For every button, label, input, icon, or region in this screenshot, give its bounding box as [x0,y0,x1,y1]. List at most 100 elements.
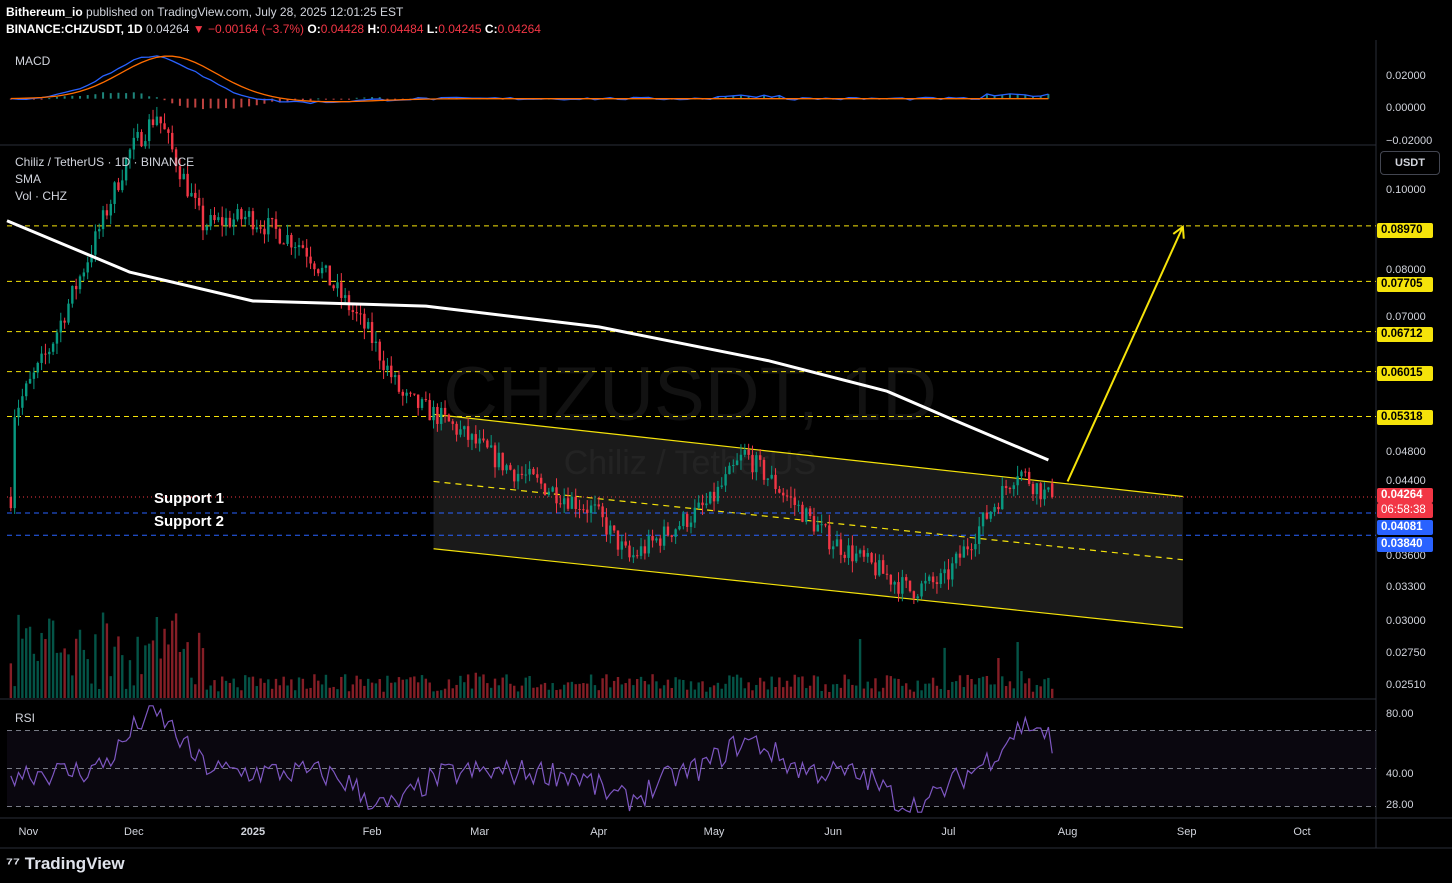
volume-bar [820,690,823,698]
candle-body [755,455,758,473]
candle-body [616,530,620,550]
volume-bar [101,612,105,698]
time-tick-label: May [704,826,725,838]
volume-bar [351,684,355,698]
macd-histogram-bar [194,98,197,108]
candle-body [570,496,574,509]
volume-bar [405,679,408,698]
volume-bar [386,675,389,698]
candle-body [516,473,520,482]
volume-bar [643,681,647,698]
volume-bar [144,645,147,698]
candle-body [659,538,662,546]
candle-body [144,141,147,147]
level-tag-r4[interactable]: 0.06015 [1377,366,1433,381]
level-tag-r1[interactable]: 0.08970 [1377,223,1433,238]
volume-bar [628,678,631,698]
tradingview-logo[interactable]: ⁷⁷ TradingView [6,854,125,874]
macd-histogram-bar [755,97,758,99]
macd-histogram-bar [324,98,327,100]
candle-body [294,247,297,249]
close-value: 0.04264 [497,22,541,36]
volume-bar [954,681,958,698]
level-tag-s2[interactable]: 0.03840 [1377,537,1433,552]
macd-histogram-bar [348,98,350,100]
sma-legend[interactable]: SMA [15,172,42,186]
candle-body [197,197,201,206]
time-tick-label: Jul [941,826,955,838]
volume-bar [167,644,170,698]
volume-bar [224,680,228,698]
volume-bars [9,612,1054,698]
candle-body [459,429,462,435]
macd-histogram-bar [309,98,312,101]
rsi-legend[interactable]: RSI [15,711,36,725]
volume-bar [1043,679,1046,698]
publisher-name[interactable]: Bithereum_io [6,5,83,19]
candle-body [343,295,347,298]
candle-body [290,235,293,248]
candle-body [305,247,308,257]
descending-channel[interactable] [433,413,1183,629]
candle-body [954,553,958,564]
projection-arrow[interactable] [1066,224,1185,482]
candle-body [647,535,650,554]
volume-bar [532,687,535,698]
candle-body [974,544,977,550]
brand-name: TradingView [24,854,125,873]
candle-body [912,591,916,599]
volume-bar [935,685,939,698]
volume-bar [539,684,543,698]
candle-body [121,180,124,191]
candle-body [805,508,808,522]
volume-bar [25,628,28,698]
candle-body [728,465,731,475]
support-2-label: Support 2 [154,513,224,530]
last-price: 0.04264 [146,22,190,36]
macd-legend[interactable]: MACD [15,54,51,68]
candle-body [86,262,89,273]
candle-body [159,116,162,124]
arrow-shaft [1066,226,1184,482]
volume-bar [989,684,992,698]
volume-bar [393,682,397,698]
volume-bar [666,679,670,698]
level-tag-r5[interactable]: 0.05318 [1377,410,1433,425]
macd-histogram-bar [102,92,105,99]
volume-bar [816,676,820,698]
horizontal-levels[interactable] [7,225,1376,536]
volume-bar [48,618,51,698]
candle-body [367,322,370,329]
volume-bar [324,674,328,698]
candle-body [474,434,478,444]
volume-bar [997,658,1000,698]
volume-bar [574,684,577,698]
candle-body [697,502,700,508]
candle-body [766,478,770,480]
volume-bar [32,653,36,698]
volume-bar [1047,677,1050,698]
volume-bar [286,685,289,698]
level-tag-s1[interactable]: 0.04081 [1377,520,1433,535]
volume-legend[interactable]: Vol · CHZ [15,189,68,203]
volume-bar [328,687,331,698]
candle-body [770,474,773,479]
candle-body [278,228,282,244]
candle-body [747,449,750,455]
candle-body [40,353,43,363]
volume-bar [236,687,239,698]
candle-body [363,313,366,329]
macd-histogram-bar [332,98,335,100]
macd-tick: −0.02000 [1386,135,1433,144]
volume-bar [524,677,527,698]
symbol-full[interactable]: BINANCE:CHZUSDT, 1D [6,22,143,36]
level-tag-r3[interactable]: 0.06712 [1377,327,1433,342]
candle-body [705,503,708,506]
candle-body [374,341,378,344]
volume-bar [785,680,789,698]
volume-bar [374,683,378,698]
unit-button[interactable]: USDT [1380,151,1440,175]
pair-legend[interactable]: Chiliz / TetherUS · 1D · BINANCE [15,155,195,169]
level-tag-r2[interactable]: 0.07705 [1377,277,1433,292]
